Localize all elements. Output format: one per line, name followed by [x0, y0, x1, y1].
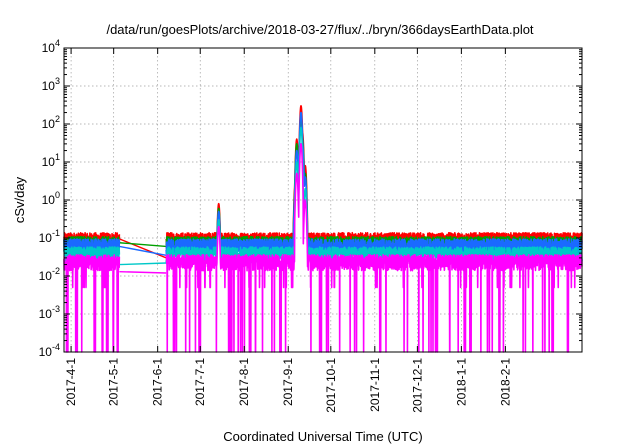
x-tick-label: 2017-5-1	[107, 358, 121, 406]
series-line	[63, 254, 121, 353]
series-line	[63, 238, 121, 256]
y-tick-label: 10-1	[39, 228, 60, 245]
series-layer	[63, 105, 583, 353]
y-tick-label: 10-3	[39, 304, 60, 321]
y-tick-label: 100	[42, 190, 60, 207]
series	[63, 105, 583, 259]
x-tick-label: 2017-6-1	[151, 358, 165, 406]
chart-title: /data/run/goesPlots/archive/2018-03-27/f…	[106, 22, 533, 37]
series-line	[165, 143, 583, 353]
series-line	[165, 105, 583, 250]
gap-bridge-line	[119, 242, 167, 248]
x-axis-label: Coordinated Universal Time (UTC)	[223, 429, 422, 444]
x-tick-label: 2018-2-1	[498, 358, 512, 406]
gap-bridge-line	[119, 238, 167, 259]
y-axis-label: cSv/day	[12, 176, 27, 223]
x-tick-label: 2018-1-1	[454, 358, 468, 406]
x-tick-label: 2017-12-1	[410, 358, 424, 413]
series	[63, 143, 583, 353]
x-tick-label: 2017-11-1	[368, 358, 382, 412]
y-tick-label: 101	[42, 152, 60, 169]
y-tick-label: 102	[42, 114, 60, 131]
y-tick-label: 10-2	[39, 266, 60, 283]
x-tick-label: 2017-7-1	[193, 358, 207, 406]
x-tick-label: 2017-4-1	[64, 358, 78, 406]
y-tick-label: 103	[42, 76, 60, 93]
ticks: 10-4 10-3 10-2 10-1 100 101 102 103 104 2017-4-1 2…	[39, 38, 582, 413]
y-tick-label: 10-4	[39, 342, 60, 359]
y-tick-label: 104	[42, 38, 60, 55]
gap-bridge-line	[119, 262, 167, 266]
x-tick-label: 2017-10-1	[324, 358, 338, 413]
x-tick-label: 2017-9-1	[281, 358, 295, 406]
gap-bridge-line	[119, 270, 167, 274]
x-tick-label: 2017-8-1	[237, 358, 251, 406]
gap-bridge-line	[119, 245, 167, 257]
